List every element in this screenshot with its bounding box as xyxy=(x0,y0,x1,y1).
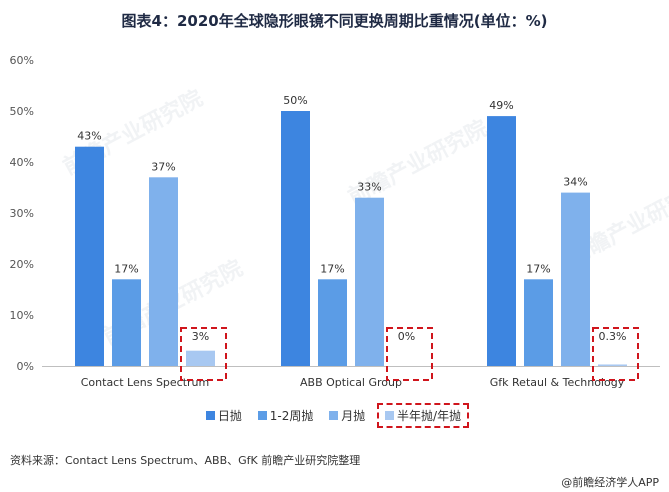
x-category-label: Contact Lens Spectrum xyxy=(81,376,210,389)
legend-label: 日抛 xyxy=(217,409,242,423)
highlight-box xyxy=(180,327,227,381)
y-tick-label: 60% xyxy=(10,54,34,67)
legend-item: 1-2周抛 xyxy=(257,407,314,424)
brand-credit: @前瞻经济学人APP xyxy=(561,476,659,489)
chart-legend: 日抛 1-2周抛 月抛 半年抛/年抛 xyxy=(0,403,669,428)
bar xyxy=(524,279,553,366)
x-category-label: Gfk Retaul & Technology xyxy=(490,376,625,389)
data-label: 49% xyxy=(489,99,513,112)
highlight-box xyxy=(386,327,433,381)
legend-swatch xyxy=(257,411,267,420)
chart-title: 图表4：2020年全球隐形眼镜不同更换周期比重情况(单位：%) xyxy=(121,12,548,30)
legend-highlight-box: 半年抛/年抛 xyxy=(377,403,470,428)
bar xyxy=(561,192,590,366)
data-label: 17% xyxy=(114,262,138,275)
data-label: 17% xyxy=(320,262,344,275)
data-label: 17% xyxy=(526,262,550,275)
bar xyxy=(487,116,516,366)
data-label: 33% xyxy=(357,181,381,194)
y-tick-label: 0% xyxy=(17,360,34,373)
x-category-label: ABB Optical Group xyxy=(300,376,402,389)
legend-label: 月抛 xyxy=(341,409,366,423)
bar xyxy=(112,279,141,366)
y-tick-label: 10% xyxy=(10,309,34,322)
data-label: 50% xyxy=(283,94,307,107)
bar xyxy=(75,146,104,366)
source-note: 资料来源：Contact Lens Spectrum、ABB、GfK 前瞻产业研… xyxy=(10,454,361,467)
legend-label: 1-2周抛 xyxy=(269,409,314,423)
data-label: 0% xyxy=(398,330,415,343)
bar xyxy=(598,364,627,366)
legend-swatch xyxy=(385,411,395,420)
legend-item: 日抛 xyxy=(205,407,242,424)
bar xyxy=(186,350,215,366)
bar xyxy=(281,111,310,366)
data-label: 43% xyxy=(77,130,101,143)
legend-item: 月抛 xyxy=(329,407,365,424)
y-tick-label: 50% xyxy=(10,105,34,118)
y-tick-label: 30% xyxy=(10,207,34,220)
highlight-box xyxy=(592,327,639,381)
bar xyxy=(149,177,178,366)
data-label: 34% xyxy=(563,176,587,189)
data-label: 0.3% xyxy=(599,330,627,343)
data-label: 37% xyxy=(151,160,175,173)
legend-label: 半年抛/年抛 xyxy=(397,409,462,423)
bar xyxy=(355,197,384,366)
legend-swatch xyxy=(329,411,339,420)
bar-chart: 0% 10% 20% 30% 40% 50% 60% Contact Lens Spectru… xyxy=(10,54,660,389)
y-tick-label: 40% xyxy=(10,156,34,169)
legend-swatch xyxy=(205,411,215,420)
bar xyxy=(318,279,347,366)
data-label: 3% xyxy=(192,330,209,343)
y-tick-label: 20% xyxy=(10,258,34,271)
